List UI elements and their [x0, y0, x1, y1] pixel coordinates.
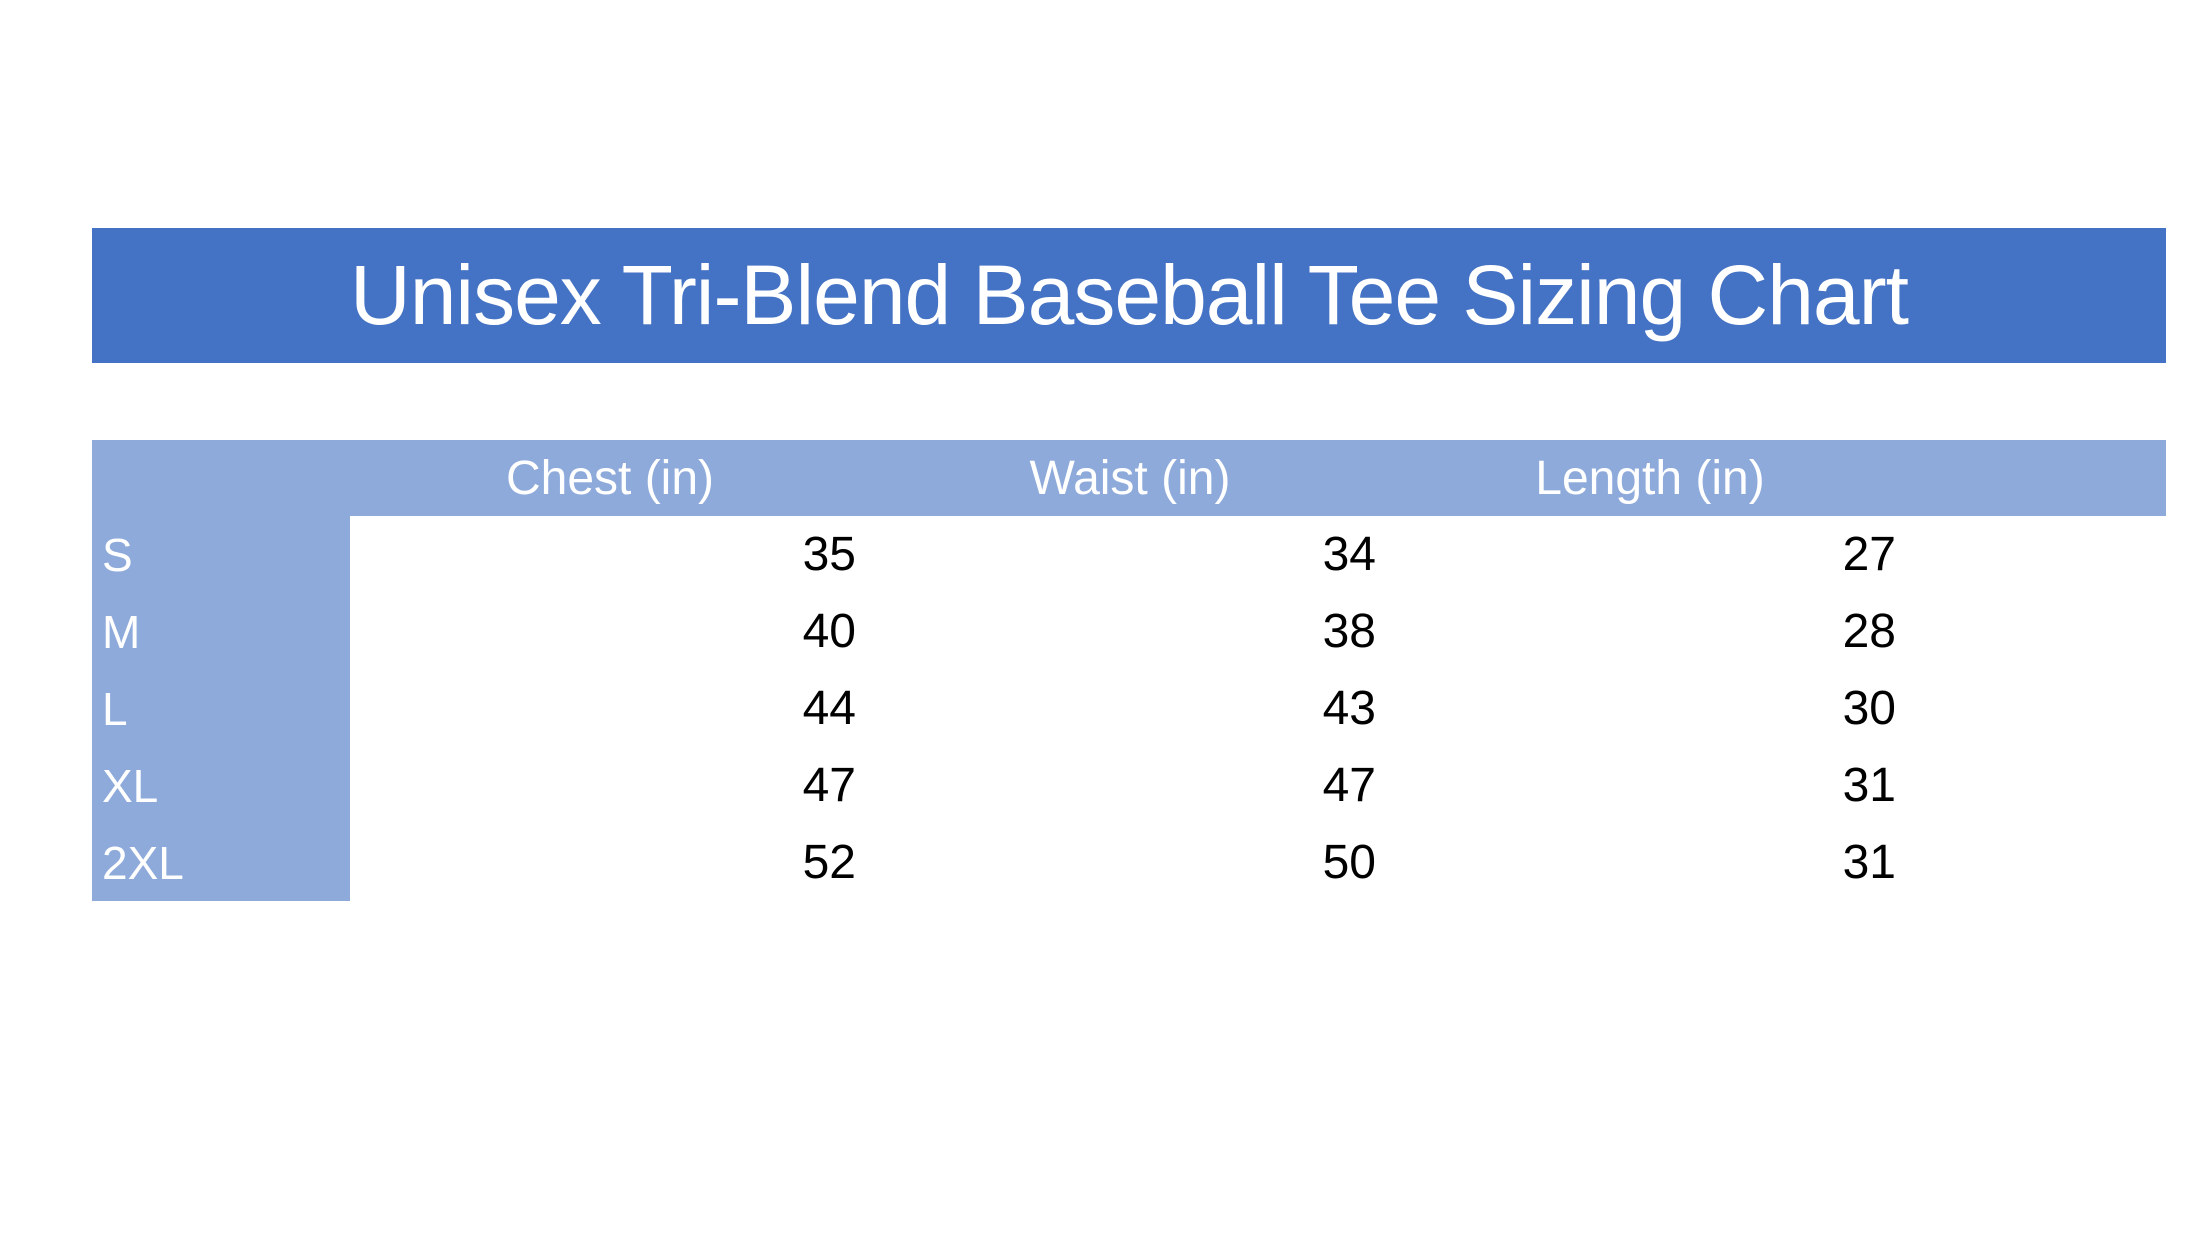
cell-length: 31 — [1842, 759, 1896, 812]
cell-length: 30 — [1842, 682, 1896, 735]
size-label: S — [92, 516, 350, 593]
cell-chest: 40 — [802, 605, 856, 658]
sizing-table: Chest (in) Waist (in) Length (in) S 35 34 2… — [92, 440, 2166, 901]
table-row: S 35 34 27 — [92, 516, 2166, 593]
title-banner: Unisex Tri-Blend Baseball Tee Sizing Cha… — [92, 228, 2166, 363]
cell-waist: 38 — [1322, 605, 1376, 658]
cell-waist: 34 — [1322, 528, 1376, 581]
table-row: 2XL 52 50 31 — [92, 824, 2166, 901]
cell-chest: 35 — [802, 528, 856, 581]
table-row: M 40 38 28 — [92, 593, 2166, 670]
cell-chest: 47 — [802, 759, 856, 812]
size-label: XL — [92, 747, 350, 824]
table-row: XL 47 47 31 — [92, 747, 2166, 824]
page-title: Unisex Tri-Blend Baseball Tee Sizing Cha… — [350, 248, 1909, 342]
cell-chest: 52 — [802, 836, 856, 889]
size-label: 2XL — [92, 824, 350, 901]
table-row: L 44 43 30 — [92, 670, 2166, 747]
header-stub — [92, 440, 350, 516]
column-header-waist: Waist (in) — [1029, 451, 1231, 505]
cell-length: 31 — [1842, 836, 1896, 889]
cell-chest: 44 — [802, 682, 856, 735]
column-header-length: Length (in) — [1535, 451, 1765, 505]
cell-length: 28 — [1842, 605, 1896, 658]
cell-length: 27 — [1842, 528, 1896, 581]
column-header-chest: Chest (in) — [505, 451, 715, 505]
cell-waist: 50 — [1322, 836, 1376, 889]
size-label: M — [92, 593, 350, 670]
cell-waist: 47 — [1322, 759, 1376, 812]
size-label: L — [92, 670, 350, 747]
table-header-row: Chest (in) Waist (in) Length (in) — [92, 440, 2166, 516]
cell-waist: 43 — [1322, 682, 1376, 735]
